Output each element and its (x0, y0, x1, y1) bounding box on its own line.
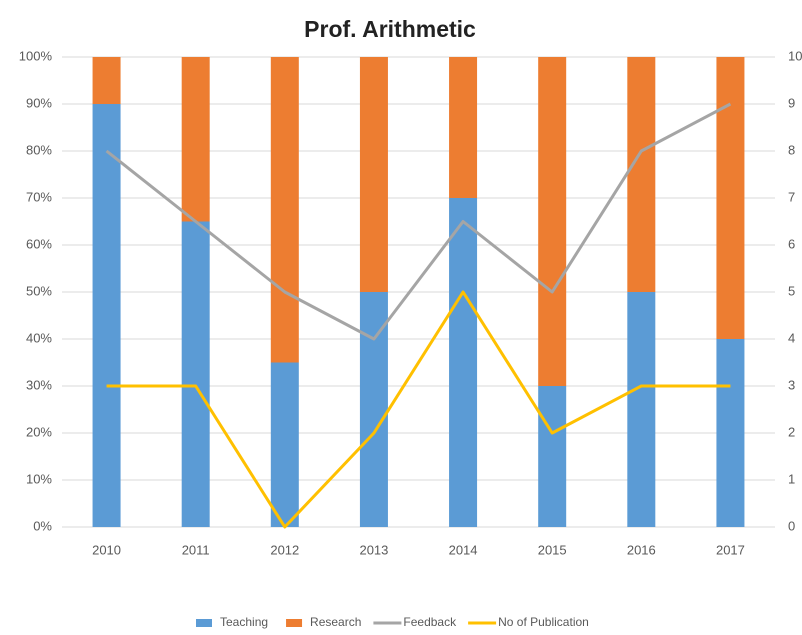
y-tick-label: 100% (19, 48, 53, 63)
y2-tick-label: 1 (788, 471, 795, 486)
y-tick-label: 50% (26, 283, 52, 298)
line-series (105, 102, 732, 341)
y2-tick-label: 6 (788, 236, 795, 251)
legend-item: Teaching (196, 615, 268, 629)
y-tick-label: 80% (26, 142, 52, 157)
y-tick-label: 40% (26, 330, 52, 345)
y2-tick-label: 7 (788, 189, 795, 204)
legend-label: No of Publication (498, 615, 589, 629)
bar (449, 57, 478, 198)
legend-item: Research (286, 615, 361, 629)
bar (716, 57, 745, 339)
y-tick-label: 70% (26, 189, 52, 204)
bar (359, 292, 388, 527)
y-tick-label: 90% (26, 95, 52, 110)
bar (538, 386, 567, 527)
bar (181, 221, 210, 527)
y-tick-label: 10% (26, 471, 52, 486)
legend-label: Teaching (220, 615, 268, 629)
x-tick-label: 2016 (627, 542, 656, 557)
legend-item: No of Publication (468, 615, 589, 629)
y-tick-label: 20% (26, 424, 52, 439)
legend-swatch (196, 619, 212, 627)
x-tick-label: 2012 (270, 542, 299, 557)
x-tick-label: 2010 (92, 542, 121, 557)
bar (716, 339, 745, 527)
legend-label: Research (310, 615, 361, 629)
y2-tick-label: 3 (788, 377, 795, 392)
bar (92, 57, 121, 104)
y2-tick-label: 0 (788, 518, 795, 533)
x-tick-label: 2014 (449, 542, 478, 557)
y2-tick-label: 2 (788, 424, 795, 439)
x-tick-label: 2017 (716, 542, 745, 557)
y2-tick-label: 9 (788, 95, 795, 110)
chart-title: Prof. Arithmetic (304, 16, 476, 42)
x-tick-label: 2013 (359, 542, 388, 557)
y2-tick-label: 4 (788, 330, 795, 345)
bar (92, 104, 121, 527)
x-tick-label: 2015 (538, 542, 567, 557)
y2-tick-label: 10 (788, 48, 802, 63)
legend-label: Feedback (403, 615, 457, 629)
bar (627, 292, 656, 527)
bar (270, 362, 299, 527)
y-tick-label: 30% (26, 377, 52, 392)
legend-item: Feedback (373, 615, 457, 629)
bar (181, 57, 210, 222)
y-tick-label: 0% (33, 518, 52, 533)
legend-swatch (286, 619, 303, 627)
bar (449, 198, 478, 527)
y2-tick-label: 5 (788, 283, 795, 298)
bar (270, 57, 299, 363)
x-tick-label: 2011 (182, 542, 210, 557)
bar (627, 57, 656, 292)
y-tick-label: 60% (26, 236, 52, 251)
bar (538, 57, 567, 386)
bar (359, 57, 388, 292)
line-series (106, 290, 731, 529)
y2-tick-label: 8 (788, 142, 795, 157)
